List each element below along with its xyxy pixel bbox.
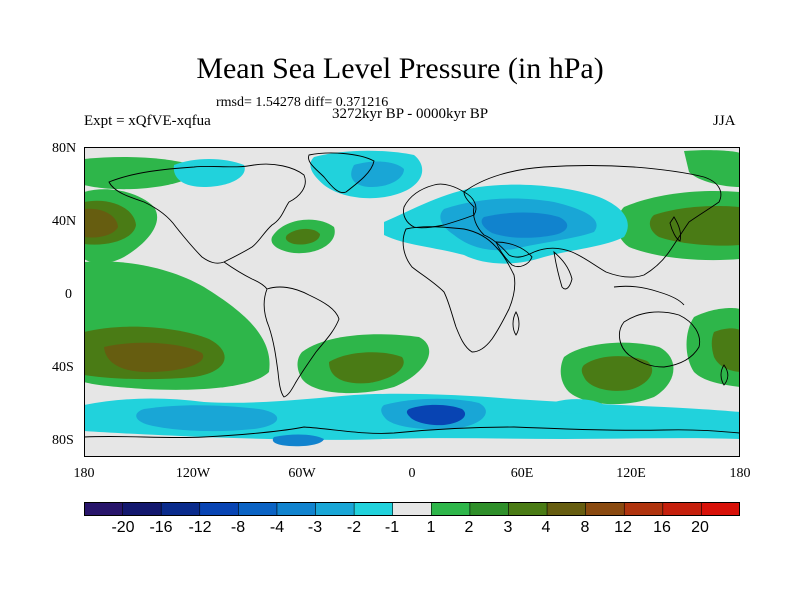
north-pacific-high-east-core — [649, 205, 740, 246]
colorbar-swatch — [701, 502, 740, 516]
coast-greenland — [308, 152, 375, 194]
colorbar-swatch — [315, 502, 355, 516]
colorbar-label: 3 — [503, 519, 513, 536]
coast-central-america — [223, 261, 268, 290]
colorbar-label: 8 — [580, 519, 590, 536]
colorbar-swatch — [392, 502, 432, 516]
coast-africa — [402, 226, 516, 353]
map-title: Mean Sea Level Pressure (in hPa) — [196, 52, 604, 85]
colorbar-label: -4 — [269, 519, 285, 536]
colorbar-swatch — [508, 502, 548, 516]
atlantic-high-core — [285, 228, 320, 245]
colorbar-swatch — [662, 502, 702, 516]
colorbar-label: 16 — [653, 519, 671, 536]
colorbar-swatch — [84, 502, 123, 516]
coastlines — [84, 152, 740, 439]
season-label: JJA — [713, 113, 736, 129]
colorbar-swatch — [624, 502, 664, 516]
north-america-low-patch — [173, 159, 245, 187]
positive-anomaly-layer — [84, 150, 740, 428]
lon-label-180w: 180 — [73, 466, 95, 481]
coast-madagascar — [512, 311, 520, 336]
lat-label-0: 0 — [65, 287, 72, 302]
colorbar-label: 12 — [614, 519, 632, 536]
colorbar-label: 4 — [541, 519, 551, 536]
colorbar-label: -2 — [346, 519, 362, 536]
coast-new-zealand — [720, 364, 729, 386]
southwest-pacific-high-core — [711, 328, 740, 372]
coast-japan — [669, 216, 682, 242]
lat-label-80s: 80S — [52, 433, 74, 448]
coast-north-america — [108, 163, 306, 264]
colorbar-swatch — [585, 502, 625, 516]
coast-australia — [618, 311, 701, 368]
negative-anomaly-layer — [84, 150, 740, 447]
colorbar-label: 2 — [464, 519, 474, 536]
antarctic-low-patch — [272, 434, 324, 447]
colorbar-frame — [84, 502, 740, 516]
north-atlantic-low-core — [351, 161, 404, 187]
southern-ocean-low-core — [136, 405, 278, 432]
colorbar-label: -16 — [149, 519, 173, 536]
colorbar-label: -1 — [384, 519, 400, 536]
stats-text: rmsd= 1.54278 diff= 0.371216 — [216, 95, 389, 110]
west-pacific-low-patch — [552, 399, 604, 414]
lon-label-120e: 120E — [616, 466, 646, 481]
colorbar-swatch — [547, 502, 586, 516]
colorbar-label: -12 — [188, 519, 212, 536]
east-siberia-positive-patch — [684, 150, 740, 187]
colorbar-swatch — [276, 502, 316, 516]
period-text: 3272kyr BP - 0000kyr BP — [331, 106, 489, 122]
coast-antarctica — [84, 426, 740, 439]
coast-south-america — [263, 286, 340, 398]
colorbar-swatch — [161, 502, 201, 516]
lat-label-40s: 40S — [52, 360, 74, 375]
lon-label-0: 0 — [408, 466, 416, 481]
colorbar — [84, 502, 740, 516]
colorbar-label: 20 — [691, 519, 709, 536]
lon-label-60e: 60E — [510, 466, 534, 481]
pressure-anomaly-map — [84, 147, 740, 457]
coast-maritime-se-asia — [613, 285, 685, 306]
colorbar-swatch — [469, 502, 509, 516]
lon-label-60w: 60W — [288, 466, 316, 481]
colorbar-label: -3 — [307, 519, 323, 536]
colorbar-label: -8 — [230, 519, 246, 536]
colorbar-swatch — [122, 502, 162, 516]
south-pacific-high-center — [104, 342, 204, 373]
coast-arabia — [495, 241, 533, 268]
lat-label-80n: 80N — [52, 141, 77, 156]
north-pacific-high-west-center — [84, 208, 118, 238]
lon-label-180e: 180 — [729, 466, 751, 481]
experiment-label: Expt = xQfVE-xqfua — [84, 113, 211, 129]
colorbar-label: -20 — [111, 519, 135, 536]
colorbar-swatch — [354, 502, 394, 516]
coast-asia — [463, 165, 722, 278]
colorbar-swatch — [431, 502, 471, 516]
eurasian-low-center — [481, 212, 568, 238]
south-atlantic-low-center — [406, 404, 466, 426]
colorbar-swatch — [199, 502, 239, 516]
lon-label-120w: 120W — [175, 466, 211, 481]
colorbar-label: 1 — [426, 519, 436, 536]
map-frame — [84, 147, 740, 457]
lat-label-40n: 40N — [52, 214, 77, 229]
colorbar-swatch — [238, 502, 278, 516]
south-atlantic-high-core — [329, 352, 404, 384]
coast-india — [553, 250, 573, 290]
indian-ocean-high-core — [581, 356, 653, 391]
